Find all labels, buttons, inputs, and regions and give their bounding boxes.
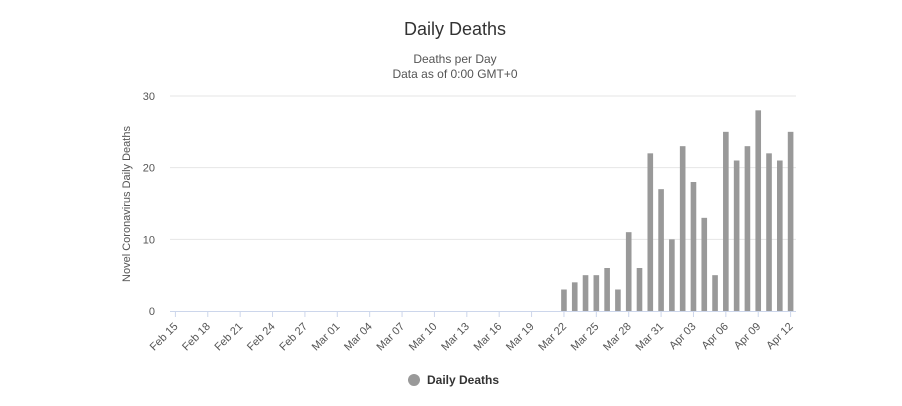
x-tick-label: Apr 09 <box>732 321 763 352</box>
x-tick-label: Feb 27 <box>277 321 310 354</box>
x-tick-label: Mar 19 <box>504 321 537 354</box>
bar[interactable] <box>787 131 794 311</box>
bar[interactable] <box>701 217 708 311</box>
x-tick-label: Mar 16 <box>472 321 505 354</box>
x-tick-label: Mar 07 <box>374 321 407 354</box>
bar[interactable] <box>669 239 675 311</box>
y-tick-label: 0 <box>149 306 155 318</box>
x-tick-label: Apr 06 <box>700 321 731 352</box>
bar[interactable] <box>615 289 621 312</box>
y-tick-label: 20 <box>143 163 155 175</box>
bar[interactable] <box>733 160 740 312</box>
y-tick-label: 10 <box>143 234 155 246</box>
x-tick-label: Mar 25 <box>569 321 602 354</box>
x-tick-label: Feb 21 <box>213 321 246 354</box>
bar[interactable] <box>593 275 600 311</box>
x-tick-label: Feb 24 <box>245 321 278 354</box>
y-tick-label: 30 <box>143 91 155 103</box>
bar[interactable] <box>561 289 567 312</box>
x-tick-label: Apr 03 <box>667 321 698 352</box>
bar[interactable] <box>604 268 610 311</box>
x-tick-label: Mar 22 <box>536 321 569 354</box>
x-tick-label: Mar 31 <box>634 321 667 354</box>
bar[interactable] <box>712 275 718 311</box>
legend-label[interactable]: Daily Deaths <box>427 373 499 387</box>
x-tick-label: Mar 28 <box>601 321 634 354</box>
bar[interactable] <box>690 182 697 311</box>
x-tick-label: Feb 18 <box>180 321 213 354</box>
bar[interactable] <box>625 232 632 311</box>
bar[interactable] <box>658 189 664 311</box>
x-axis-ticks: Feb 15 Feb 18 Feb 21 Feb 24 Feb 27 Mar 01 Mar … <box>148 311 796 353</box>
chart-title: Daily Deaths <box>404 19 506 39</box>
x-tick-label: Mar 04 <box>342 321 375 354</box>
bar[interactable] <box>647 153 654 311</box>
bar[interactable] <box>766 153 772 311</box>
bar-series <box>561 110 794 312</box>
bar[interactable] <box>755 110 762 311</box>
legend[interactable]: Daily Deaths <box>408 373 499 387</box>
bar[interactable] <box>582 275 589 311</box>
x-tick-label: Feb 15 <box>148 321 181 354</box>
legend-marker-icon[interactable] <box>408 374 420 386</box>
x-tick-label: Mar 13 <box>439 321 472 354</box>
chart-subtitle-line-1: Deaths per Day <box>413 52 496 66</box>
y-axis-ticks: 0 10 20 30 <box>143 91 155 318</box>
x-tick-label: Apr 12 <box>764 321 795 352</box>
bar[interactable] <box>723 131 729 311</box>
bar[interactable] <box>571 282 578 311</box>
x-tick-label: Mar 10 <box>407 321 440 354</box>
bar[interactable] <box>777 160 783 312</box>
x-tick-label: Mar 01 <box>310 321 343 354</box>
bar[interactable] <box>744 146 751 311</box>
bar[interactable] <box>636 268 643 311</box>
y-axis-title: Novel Coronavirus Daily Deaths <box>121 126 133 282</box>
bar[interactable] <box>679 146 686 311</box>
chart-subtitle-line-2: Data as of 0:00 GMT+0 <box>392 67 517 81</box>
